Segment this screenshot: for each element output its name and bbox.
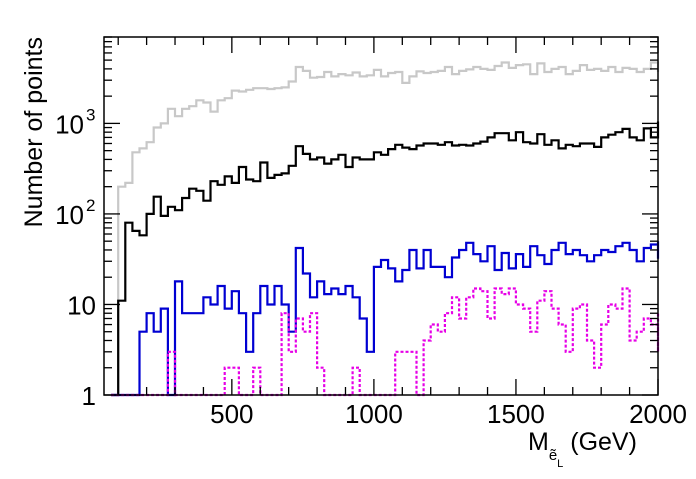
series-3-step-line [111, 287, 660, 397]
y-tick-label-base: 10 [67, 290, 96, 320]
y-tick-label-base: 10 [55, 200, 84, 230]
y-tick-label: 10 [55, 200, 84, 230]
series-2-step-line [111, 241, 660, 397]
tick-layer [104, 36, 659, 396]
x-axis-title: MẽL (GeV) [528, 428, 637, 470]
x-axis-title-symbol: M [528, 428, 549, 456]
y-tick-label-base: 10 [55, 109, 84, 139]
x-tick-label: 2000 [629, 399, 687, 429]
y-tick-label-exponent: 3 [86, 105, 95, 124]
x-tick-label: 1000 [345, 399, 403, 429]
series-1-step-line [111, 121, 660, 397]
x-tick-label: 500 [210, 399, 253, 429]
y-tick-label: 10 [67, 290, 96, 320]
series-0-step-line [111, 61, 660, 397]
series-layer [111, 61, 660, 397]
y-tick-label: 10 [55, 109, 84, 139]
x-axis-title-subscript: ẽ [549, 447, 557, 464]
y-axis-title: Number of points [20, 37, 48, 227]
x-tick-label: 1500 [487, 399, 545, 429]
x-axis-title-subsubscript: L [557, 458, 563, 470]
x-axis-title-unit: (GeV) [563, 428, 637, 456]
y-tick-label: 1 [82, 381, 96, 411]
plot-frame [103, 36, 659, 396]
y-tick-label-base: 1 [82, 381, 96, 411]
y-tick-label-exponent: 2 [86, 196, 95, 215]
